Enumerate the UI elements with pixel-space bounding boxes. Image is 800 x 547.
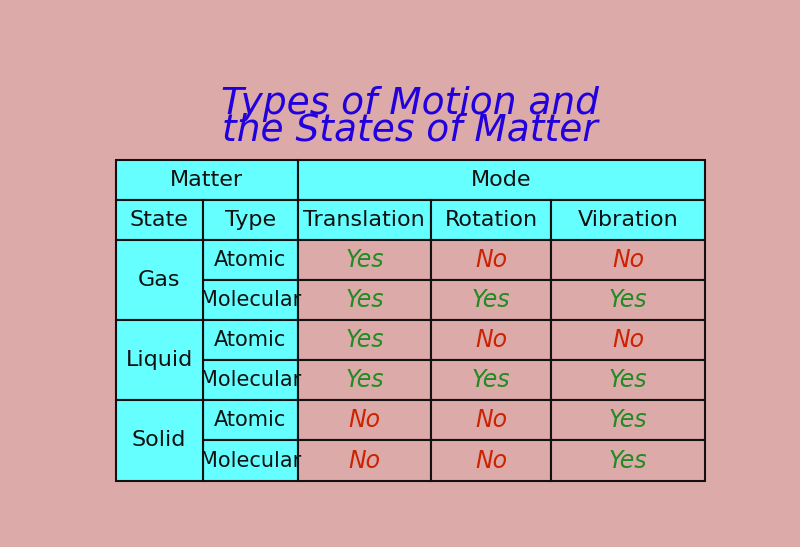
Text: Vibration: Vibration	[578, 211, 678, 230]
Bar	[202, 241, 298, 281]
Bar	[430, 400, 551, 440]
Text: Atomic: Atomic	[214, 410, 286, 430]
Bar	[298, 321, 430, 360]
Bar	[551, 200, 705, 241]
Text: Yes: Yes	[472, 369, 510, 393]
Text: State: State	[130, 211, 189, 230]
Bar	[298, 360, 430, 400]
Bar	[298, 281, 430, 321]
Text: Atomic: Atomic	[214, 251, 286, 270]
Bar	[115, 200, 202, 241]
Text: Yes: Yes	[345, 328, 384, 352]
Bar	[430, 440, 551, 480]
Bar	[298, 400, 430, 440]
Text: No: No	[475, 248, 507, 272]
Text: Molecular: Molecular	[200, 370, 301, 391]
Text: Type: Type	[225, 211, 276, 230]
Bar	[551, 400, 705, 440]
Text: Translation: Translation	[303, 211, 426, 230]
Bar	[202, 360, 298, 400]
Text: No: No	[612, 248, 644, 272]
Text: Solid: Solid	[132, 430, 186, 451]
Text: No: No	[475, 449, 507, 473]
Text: Yes: Yes	[345, 369, 384, 393]
Bar	[551, 241, 705, 281]
Text: Atomic: Atomic	[214, 330, 286, 351]
Text: Molecular: Molecular	[200, 290, 301, 311]
Text: Mode: Mode	[471, 171, 531, 190]
Bar	[115, 321, 202, 400]
Bar	[298, 241, 430, 281]
Bar	[430, 200, 551, 241]
Bar	[202, 440, 298, 480]
Text: Liquid: Liquid	[126, 351, 193, 370]
Text: Molecular: Molecular	[200, 451, 301, 470]
Bar	[430, 281, 551, 321]
Text: Yes: Yes	[345, 288, 384, 312]
Text: Yes: Yes	[609, 409, 647, 433]
Text: Yes: Yes	[472, 288, 510, 312]
Bar	[115, 241, 202, 321]
Bar	[115, 160, 298, 200]
Bar	[551, 281, 705, 321]
Text: Yes: Yes	[345, 248, 384, 272]
Bar	[202, 400, 298, 440]
Bar	[202, 281, 298, 321]
Bar	[430, 241, 551, 281]
Bar	[430, 360, 551, 400]
Text: Yes: Yes	[609, 449, 647, 473]
Text: the States of Matter: the States of Matter	[222, 113, 598, 149]
Text: No: No	[348, 449, 381, 473]
Bar	[115, 400, 202, 480]
Bar	[551, 321, 705, 360]
Bar	[298, 200, 430, 241]
Text: Gas: Gas	[138, 270, 180, 290]
Bar	[298, 160, 705, 200]
Text: No: No	[475, 409, 507, 433]
Bar	[430, 321, 551, 360]
Bar	[551, 360, 705, 400]
Text: Yes: Yes	[609, 369, 647, 393]
Text: Rotation: Rotation	[445, 211, 538, 230]
Bar	[202, 321, 298, 360]
Text: No: No	[348, 409, 381, 433]
Text: No: No	[475, 328, 507, 352]
Bar	[298, 440, 430, 480]
Text: Yes: Yes	[609, 288, 647, 312]
Text: Types of Motion and: Types of Motion and	[221, 85, 599, 121]
Text: No: No	[612, 328, 644, 352]
Text: Matter: Matter	[170, 171, 243, 190]
Bar	[551, 440, 705, 480]
Bar	[202, 200, 298, 241]
